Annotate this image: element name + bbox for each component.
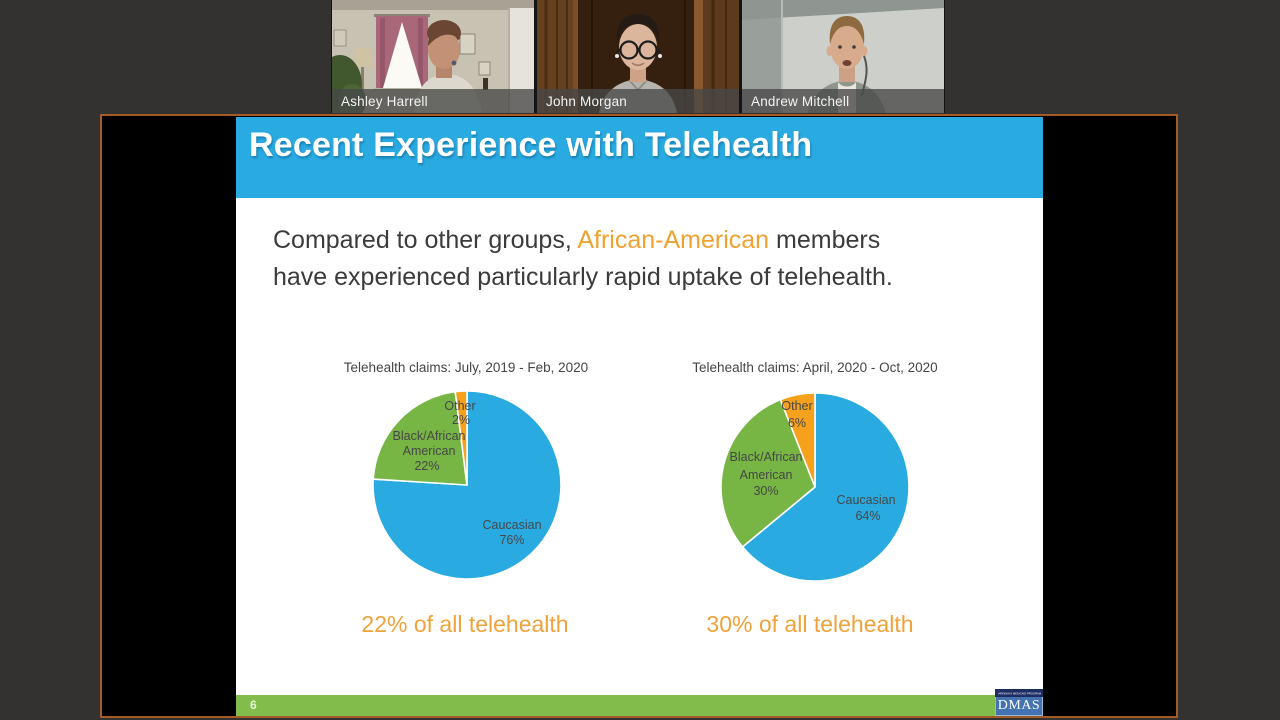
body-text-line2: have experienced particularly rapid upta… [273,263,893,291]
pie-slice-label: Other [444,399,476,414]
participant-name-bar: Ashley Harrell [332,89,534,113]
pie-slice-value: 22% [414,459,440,474]
presentation-slide: Recent Experience with Telehealth Compar… [236,117,1043,716]
pie-slice-label: Black/African [392,429,466,444]
body-text-post: members [769,226,881,254]
participant-name: Andrew Mitchell [751,93,850,109]
body-text-pre: Compared to other groups, [273,226,578,254]
slide-title: Recent Experience with Telehealth [249,126,813,164]
pie-slice-value: 6% [787,416,807,431]
participant-name: John Morgan [546,93,627,109]
pie-slice-black-african-american [720,398,816,548]
participant-name-bar: John Morgan [537,89,739,113]
dmas-logo-mark: DMAS [995,697,1043,716]
participant-video-strip: Ashley Harrell [331,0,945,113]
slide-title-bar: Recent Experience with Telehealth [236,117,1043,198]
slide-page-number: 6 [250,698,257,712]
chart-caption-right: 30% of all telehealth [706,611,914,637]
pie-slice-label: Black/African [729,450,803,465]
chart-caption-left: 22% of all telehealth [361,611,569,637]
pie-slice-value: 76% [499,533,525,548]
participant-name-bar: Andrew Mitchell [742,89,944,113]
pie-slice-label: Other [781,399,813,414]
pie-chart-right: Other 6% Black/African American 30% Cauc… [718,390,912,584]
dmas-logo-tagline: VIRGINIA'S MEDICAID PROGRAM [995,689,1043,697]
participant-video-ashley-harrell[interactable]: Ashley Harrell [332,0,534,113]
pie-right [720,392,910,582]
pie-slice-label: Caucasian [482,518,542,533]
slide-body-text: Compared to other groups, African-Americ… [273,222,993,296]
pie-slice-value: 64% [855,509,881,524]
dmas-logo: VIRGINIA'S MEDICAID PROGRAM DMAS [995,689,1043,716]
pie-left [372,390,562,580]
body-text-highlight: African-American [577,226,770,254]
pie-chart-title-right: Telehealth claims: April, 2020 - Oct, 20… [692,360,938,375]
participant-video-andrew-mitchell[interactable]: Andrew Mitchell [742,0,944,113]
pie-slice-other [454,390,468,486]
participant-video-john-morgan[interactable]: John Morgan [537,0,739,113]
pie-slice-caucasian [372,390,562,580]
pie-slice-caucasian [741,392,910,582]
slide-footer-bar: 6 [236,695,1043,716]
pie-slice-value: 30% [753,484,779,499]
pie-slice-label: American [739,468,793,483]
pie-slice-label: Caucasian [836,493,896,508]
pie-chart-left: Other 2% Black/African American 22% Cauc… [370,388,564,582]
pie-slice-label: American [402,444,456,459]
participant-name: Ashley Harrell [341,93,428,109]
pie-slice-value: 2% [451,413,471,428]
pie-chart-title-left: Telehealth claims: July, 2019 - Feb, 202… [343,360,589,375]
pie-slice-other [779,392,816,488]
pie-slice-black-african-american [372,390,468,486]
